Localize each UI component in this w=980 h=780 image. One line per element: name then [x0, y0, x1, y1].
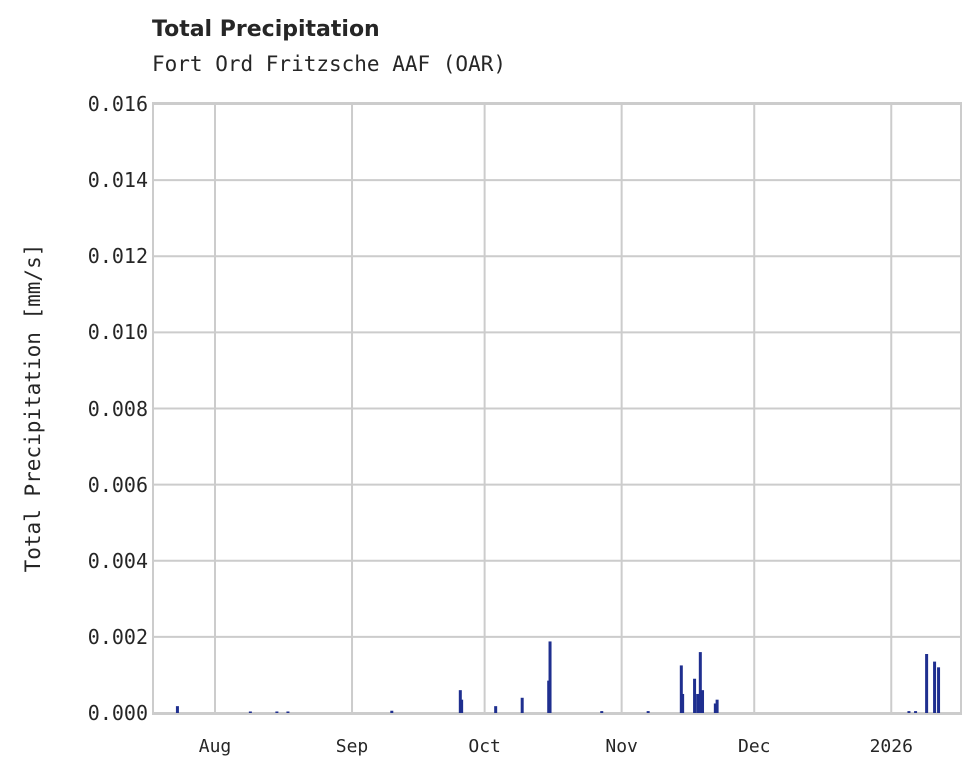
- precip-bar: [701, 690, 705, 713]
- precip-bar: [681, 693, 685, 713]
- precip-bar: [914, 711, 918, 713]
- precip-bar: [907, 711, 911, 713]
- precip-bar: [933, 661, 937, 713]
- precip-bar: [698, 652, 702, 713]
- y-tick-label: 0.006: [87, 472, 148, 497]
- chart-title: Total Precipitation: [152, 17, 380, 42]
- precip-bar: [937, 667, 941, 713]
- chart-subtitle: Fort Ord Fritzsche AAF (OAR): [152, 52, 507, 76]
- precip-bar: [679, 665, 683, 713]
- precipitation-bars: [154, 104, 960, 713]
- x-tick-label: 2026: [869, 736, 913, 757]
- precip-bar: [248, 711, 252, 713]
- precip-bar: [713, 703, 717, 713]
- y-tick-label: 0.000: [87, 701, 148, 725]
- y-axis-label: Total Precipitation [mm/s]: [21, 243, 45, 573]
- y-tick-label: 0.002: [87, 624, 148, 649]
- x-tick-label: Aug: [198, 736, 232, 757]
- precip-bar: [286, 711, 290, 713]
- x-tick-label: Oct: [468, 736, 501, 757]
- precip-bar: [600, 711, 604, 713]
- precip-bar: [693, 678, 697, 713]
- x-tick-label: Sep: [335, 736, 369, 757]
- precip-bar: [715, 699, 719, 713]
- x-tick-label: Dec: [737, 736, 771, 757]
- precip-bar: [520, 697, 524, 713]
- precip-bar: [696, 693, 700, 713]
- precip-bar: [494, 706, 498, 713]
- y-tick-label: 0.012: [87, 244, 148, 269]
- y-tick-label: 0.016: [87, 92, 148, 116]
- y-tick-label: 0.004: [87, 548, 148, 573]
- precip-bar: [175, 706, 179, 713]
- precip-bar: [390, 710, 394, 713]
- y-tick-label: 0.010: [87, 320, 148, 345]
- x-tick-label: Nov: [605, 736, 638, 757]
- precip-bar: [646, 711, 650, 713]
- y-tick-label: 0.008: [87, 396, 148, 421]
- precip-bar: [925, 654, 929, 713]
- y-tick-label: 0.014: [87, 168, 148, 193]
- plot-area: [152, 102, 962, 715]
- precip-bar: [460, 699, 464, 713]
- precip-bar: [275, 711, 279, 713]
- precip-bar: [548, 641, 552, 713]
